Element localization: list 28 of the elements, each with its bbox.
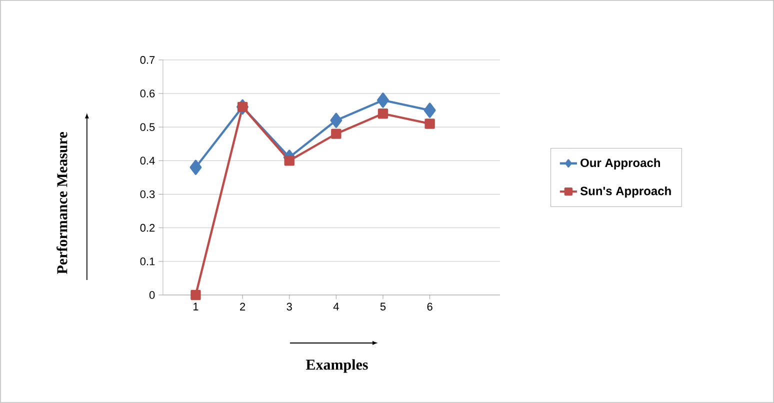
- point: [190, 160, 202, 176]
- x-tick-label: 4: [333, 302, 339, 310]
- y-axis-title: Performance Measure: [56, 132, 68, 274]
- y-tick-label: 0.5: [140, 123, 155, 132]
- point: [424, 102, 436, 118]
- legend-label: Sun's Approach: [580, 186, 671, 198]
- point: [424, 118, 435, 129]
- point: [330, 112, 342, 128]
- legend-label: Our Approach: [580, 158, 660, 170]
- y-tick-label: 0.6: [140, 90, 155, 98]
- x-tick-label: 5: [380, 302, 386, 311]
- y-tick-label: 0.4: [140, 156, 155, 165]
- y-tick-label: 0.3: [140, 190, 155, 198]
- point: [331, 128, 342, 139]
- x-tick-label: 1: [193, 302, 198, 310]
- x-tick-label: 6: [427, 302, 432, 311]
- y-tick-label: 0.1: [140, 258, 155, 266]
- x-tick-label: 2: [240, 302, 246, 311]
- x-tick-label: 3: [286, 302, 292, 311]
- point: [377, 92, 389, 108]
- point: [284, 156, 294, 166]
- x-axis-title: Examples: [306, 359, 368, 373]
- y-tick-label: 0.2: [140, 224, 155, 232]
- y-tick-label: 0: [149, 291, 155, 299]
- y-tick-label: 0.7: [140, 56, 155, 64]
- point: [190, 290, 201, 300]
- point: [378, 108, 388, 119]
- point: [237, 102, 248, 112]
